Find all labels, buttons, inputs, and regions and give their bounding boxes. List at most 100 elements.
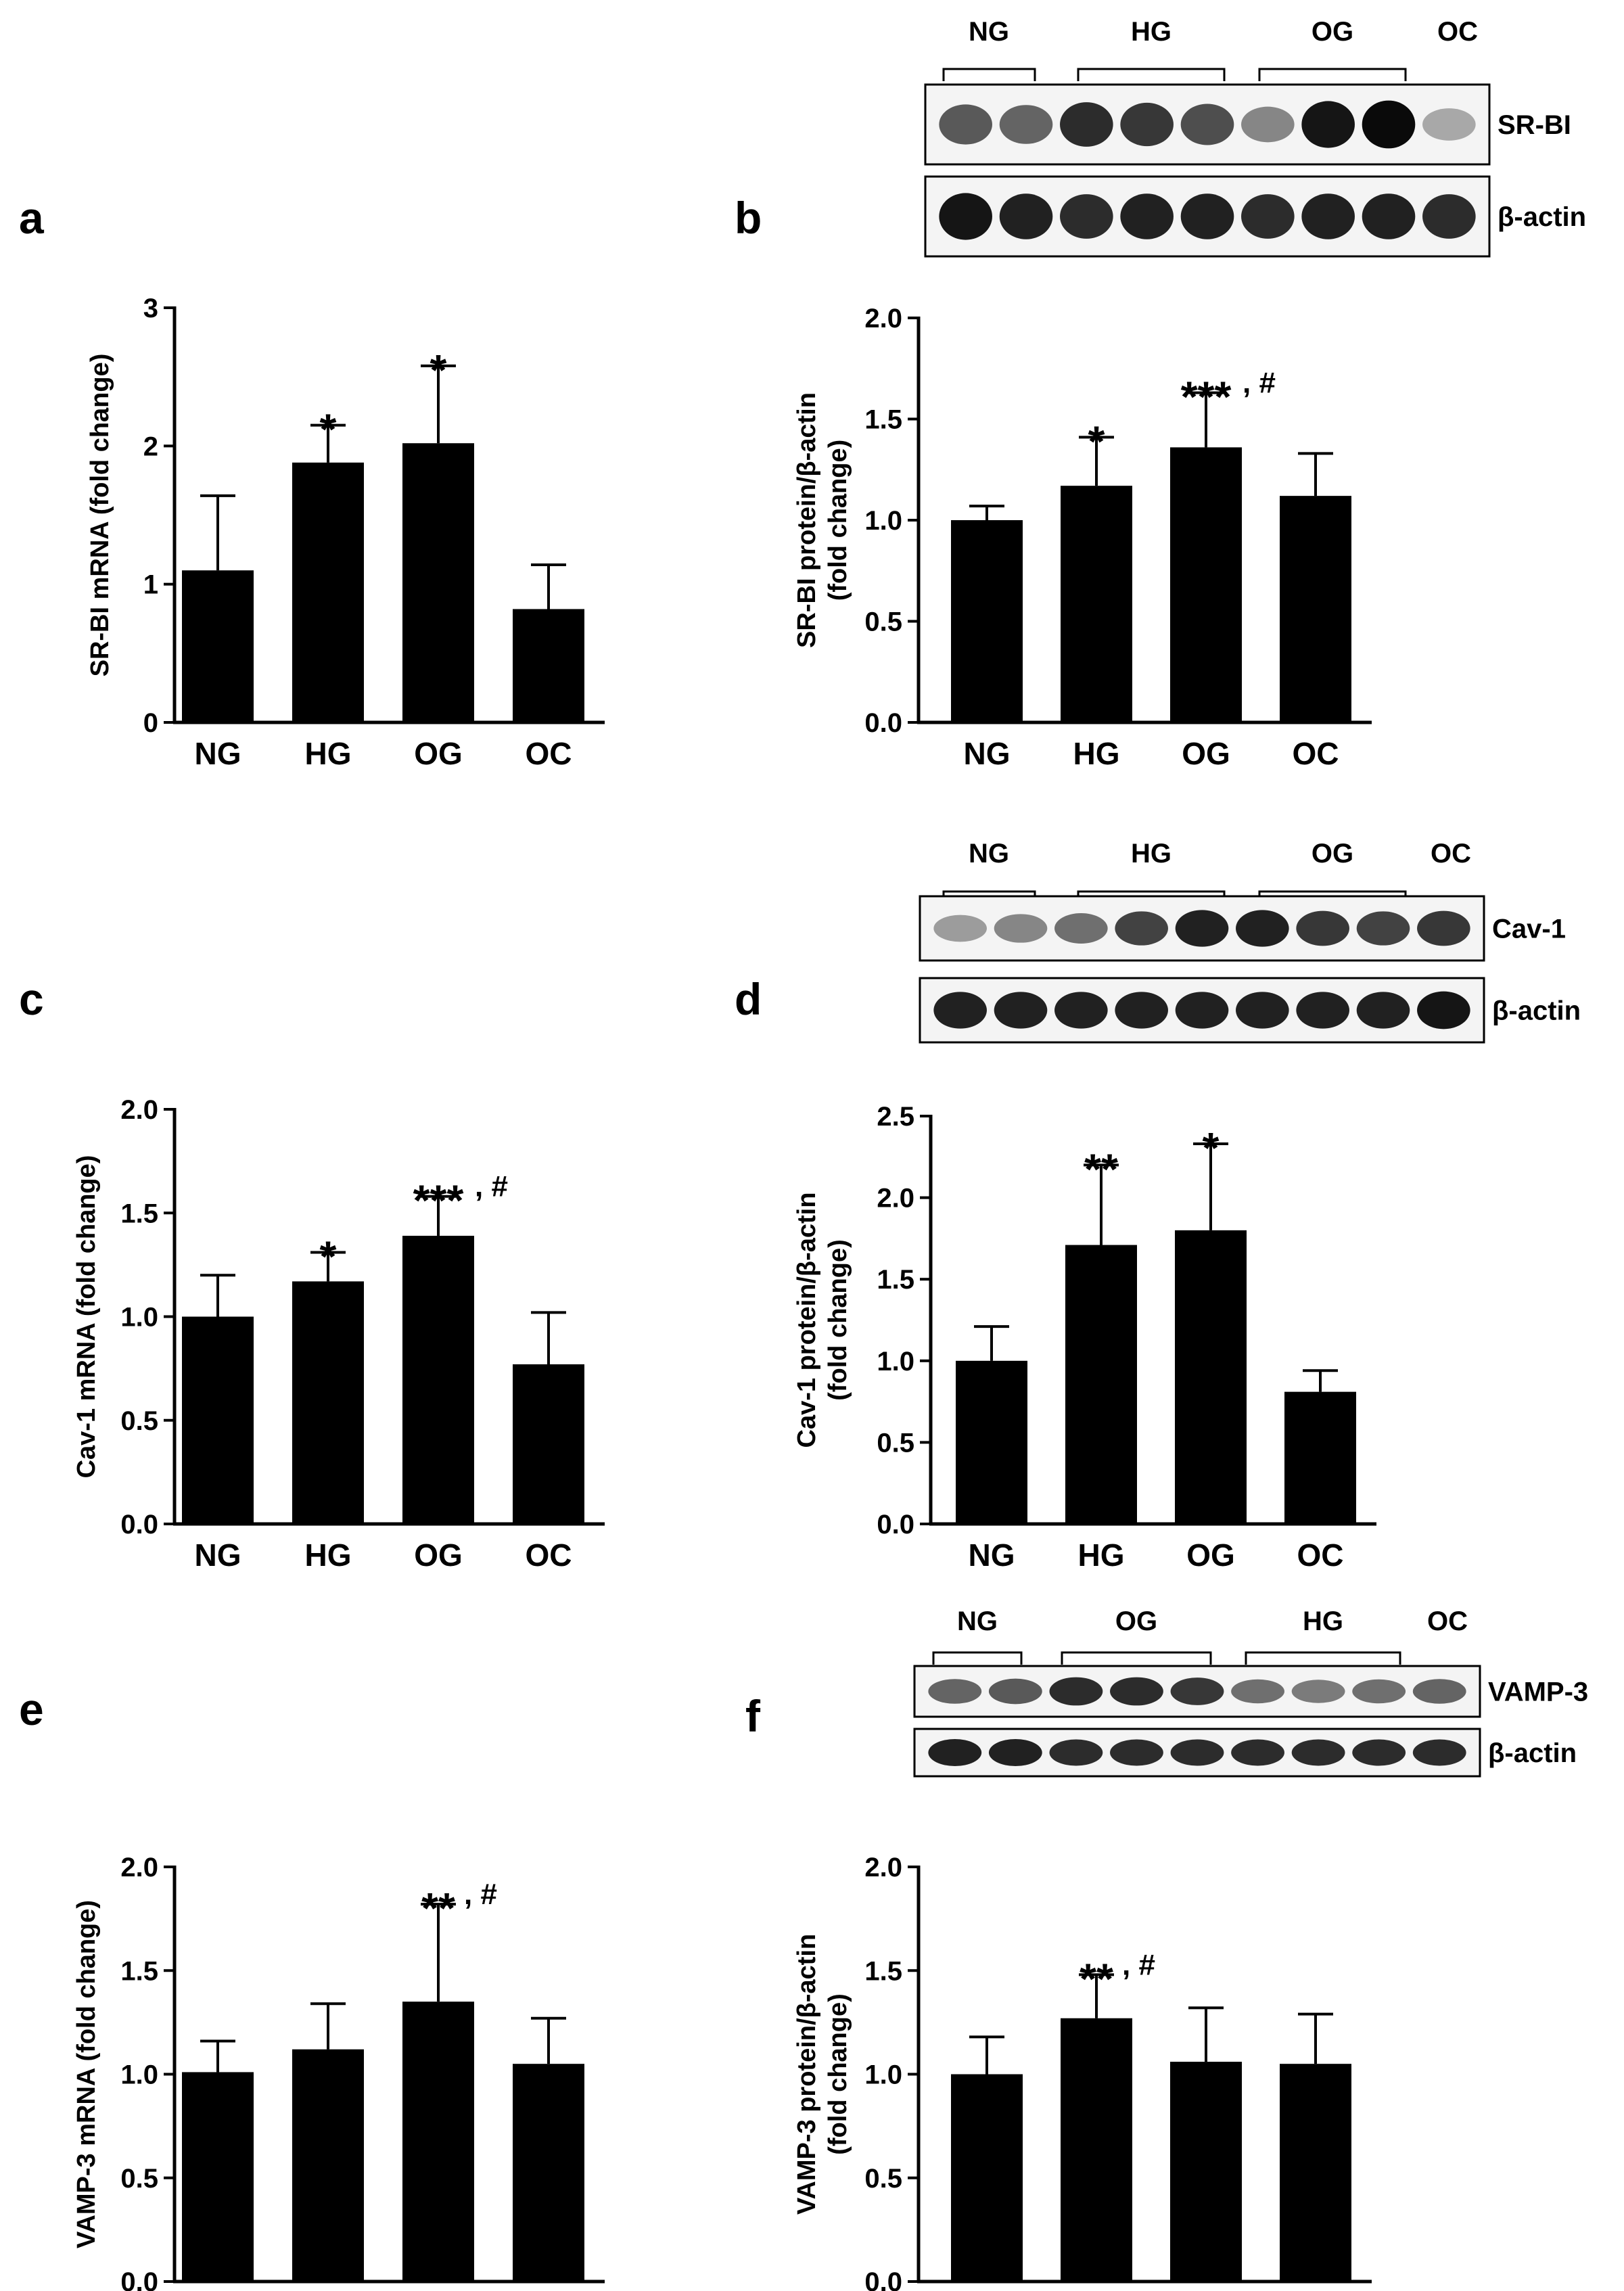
- blot-target-label: VAMP-3: [1488, 1677, 1588, 1707]
- bar-oc: [1280, 496, 1351, 722]
- target-band: [1049, 1677, 1103, 1706]
- y-axis-label: Cav-1 mRNA (fold change): [72, 1155, 101, 1479]
- blot-group-label: OC: [1431, 839, 1471, 869]
- blot-group-label: OG: [1312, 17, 1353, 47]
- blot-control-label: β-actin: [1498, 202, 1586, 232]
- y-tick-label: 1.5: [864, 405, 902, 435]
- y-tick-label: 0.0: [120, 2267, 158, 2291]
- control-band: [1049, 1739, 1103, 1766]
- target-band: [988, 1678, 1042, 1705]
- panel-letter-e: e: [19, 1684, 44, 1734]
- bar-hg: [292, 462, 364, 722]
- bar-og: [402, 1235, 474, 1524]
- x-tick-label: OG: [414, 1537, 463, 1573]
- blot-control-label: β-actin: [1488, 1738, 1577, 1768]
- panel-letter-c: c: [19, 974, 44, 1024]
- bar-hg: [1061, 486, 1132, 722]
- blot-group-label: OG: [1312, 839, 1353, 869]
- y-axis-label-line2: (fold change): [824, 440, 852, 601]
- bar-ng: [956, 1360, 1027, 1524]
- y-tick-label: 1.5: [864, 1956, 902, 1986]
- chart-e: 0.0 0.5 1.0 1.5 2.0 VAMP-3 mRNA (fold change)…: [72, 1853, 605, 2291]
- blot-group-label: HG: [1303, 1606, 1343, 1636]
- control-band: [1231, 1739, 1284, 1766]
- bar-ng: [182, 1316, 254, 1524]
- blot-group-label: OC: [1437, 17, 1478, 47]
- y-tick-label: 1.5: [120, 1199, 158, 1228]
- y-tick-label: 1.5: [120, 1956, 158, 1986]
- y-axis-label-line2: (fold change): [824, 1239, 852, 1401]
- significance-stars: *: [320, 405, 337, 454]
- chart-f: 0.0 0.5 1.0 1.5 2.0 VAMP-3 protein/β-actin (fo…: [793, 1853, 1372, 2291]
- bar-og: [1175, 1230, 1247, 1524]
- bar-ng: [951, 520, 1023, 722]
- y-tick-label: 0.5: [864, 2164, 902, 2194]
- target-band: [1291, 1680, 1345, 1703]
- target-band: [1115, 911, 1168, 946]
- target-band: [1170, 1677, 1224, 1705]
- bar-oc: [513, 2064, 584, 2282]
- bar-oc: [1280, 2064, 1351, 2282]
- bar-hg: [292, 1281, 364, 1524]
- y-axis-label-line1: VAMP-3 protein/β-actin: [793, 1934, 821, 2215]
- control-band: [1236, 992, 1289, 1029]
- x-tick-label: NG: [964, 736, 1011, 771]
- panel-letter-f: f: [745, 1691, 761, 1741]
- y-tick-label: 1.5: [877, 1265, 914, 1295]
- x-tick-label: HG: [1078, 1537, 1125, 1573]
- control-band: [1180, 193, 1234, 239]
- blot-group-label: OC: [1427, 1606, 1468, 1636]
- target-band: [1352, 1679, 1406, 1704]
- western-blot-f: NG OG HG OC VAMP-3 β-actin: [913, 1606, 1588, 1778]
- control-band: [999, 193, 1053, 239]
- bar-ng: [951, 2074, 1023, 2282]
- control-band: [1060, 194, 1113, 239]
- blot-group-label: HG: [1131, 17, 1171, 47]
- y-tick-label: 2.0: [120, 1853, 158, 1882]
- control-band: [1115, 992, 1168, 1029]
- y-tick-label: 2: [143, 432, 158, 461]
- blot-group-label: NG: [969, 839, 1009, 869]
- significance-hash: , #: [475, 1170, 508, 1203]
- target-band: [1296, 910, 1349, 946]
- y-axis-label-line1: Cav-1 protein/β-actin: [793, 1193, 821, 1448]
- target-band: [994, 914, 1048, 943]
- chart-a: 0 1 2 3 SR-BI mRNA (fold change) NG HG * OG * OC: [86, 294, 605, 771]
- x-tick-label: HG: [305, 1537, 352, 1573]
- target-band: [1120, 102, 1174, 147]
- x-tick-label: OG: [1182, 736, 1230, 771]
- blot-group-label: NG: [969, 17, 1009, 47]
- significance-stars: **: [1080, 1954, 1113, 2003]
- target-band: [1422, 108, 1476, 141]
- x-tick-label: OC: [526, 736, 572, 771]
- blot-target-label: SR-BI: [1498, 110, 1571, 140]
- y-tick-label: 3: [143, 294, 158, 323]
- control-band: [1170, 1739, 1224, 1766]
- y-tick-label: 0.5: [864, 607, 902, 637]
- y-tick-label: 0.0: [864, 2267, 902, 2291]
- bar-og: [1061, 2018, 1132, 2282]
- y-axis-label: SR-BI mRNA (fold change): [86, 354, 114, 677]
- y-tick-label: 1.0: [877, 1347, 914, 1376]
- blot-group-bracket: [1077, 68, 1226, 81]
- significance-stars: ***: [413, 1176, 464, 1225]
- y-tick-label: 0.0: [877, 1510, 914, 1540]
- bar-oc: [513, 1364, 584, 1524]
- target-band: [939, 104, 992, 145]
- y-tick-label: 2.0: [120, 1095, 158, 1125]
- target-band: [1175, 910, 1229, 947]
- y-tick-label: 1.0: [120, 2060, 158, 2090]
- significance-stars: *: [320, 1232, 337, 1280]
- blot-group-label: NG: [957, 1606, 998, 1636]
- y-tick-label: 1: [143, 570, 158, 600]
- significance-hash: , #: [1122, 1948, 1155, 1981]
- y-axis-label-line1: SR-BI protein/β-actin: [793, 392, 821, 648]
- blot-target-label: Cav-1: [1492, 915, 1566, 944]
- bar-oc: [1284, 1391, 1356, 1524]
- control-band: [1356, 992, 1410, 1029]
- control-band: [1175, 992, 1229, 1029]
- control-band: [939, 193, 992, 240]
- target-band: [1241, 106, 1295, 143]
- significance-stars: **: [1084, 1144, 1118, 1193]
- chart-c: 0.0 0.5 1.0 1.5 2.0 Cav-1 mRNA (fold change) N…: [72, 1095, 605, 1573]
